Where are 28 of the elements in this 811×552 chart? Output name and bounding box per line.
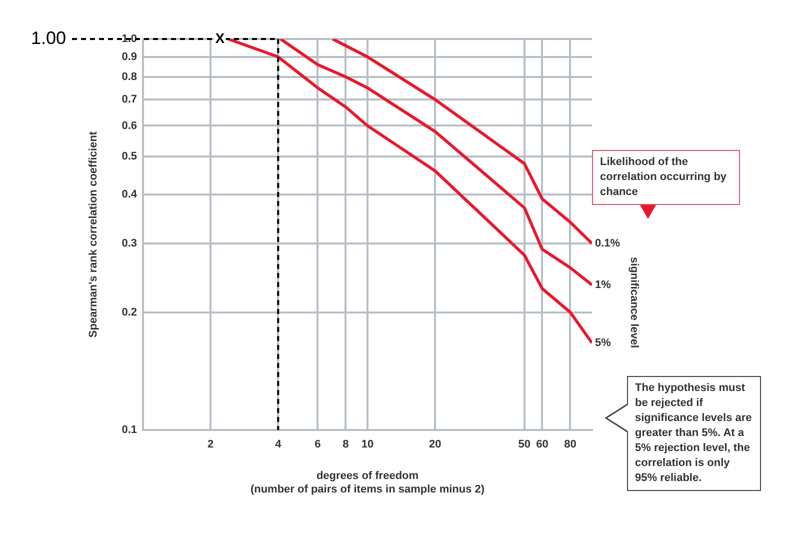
y-tick-label: 0.2 bbox=[122, 306, 137, 318]
text: The hypothesis must be rejected if significance levels are greater than 5%. At a 5% rejection level, the correlation is only 95% reliable. bbox=[627, 376, 761, 491]
x-tick-label: 50 bbox=[518, 438, 531, 451]
y-tick-label: 0.9 bbox=[122, 50, 137, 63]
x-axis-title: degrees of freedom (number of pairs of items in sample minus 2) bbox=[250, 470, 485, 496]
x-tick-label: 80 bbox=[564, 438, 576, 451]
y2-axis-title: significance level bbox=[628, 256, 640, 348]
y-tick-label: 0.5 bbox=[122, 150, 137, 163]
x-tick-label: 60 bbox=[536, 438, 548, 451]
y-tick-label: 0.6 bbox=[122, 120, 137, 132]
x-tick-label: 10 bbox=[361, 438, 374, 451]
y-tick-label: 0.7 bbox=[122, 94, 137, 106]
y-axis-title: Spearman's rank correlation coefficient bbox=[88, 131, 100, 338]
annotation: X bbox=[215, 30, 226, 46]
y-tick-label: 0.4 bbox=[122, 188, 138, 201]
ref-line-label: 1.00 bbox=[30, 28, 66, 48]
y-tick-label: 0.8 bbox=[122, 70, 137, 83]
x-tick-label: 8 bbox=[342, 438, 349, 451]
x-tick-label: 4 bbox=[275, 438, 282, 451]
series-label: 1% bbox=[595, 278, 612, 291]
text: Likelihood of the correlation occurring by chance bbox=[592, 150, 740, 205]
x-tick-label: 6 bbox=[314, 438, 321, 451]
y-tick-label: 0.3 bbox=[122, 237, 137, 250]
series-label: 5% bbox=[595, 336, 612, 349]
y-tick-label: 0.1 bbox=[122, 424, 137, 436]
x-tick-label: 20 bbox=[428, 438, 442, 451]
x-tick-label: 2 bbox=[208, 438, 214, 451]
series-label: 0.1% bbox=[595, 237, 620, 250]
